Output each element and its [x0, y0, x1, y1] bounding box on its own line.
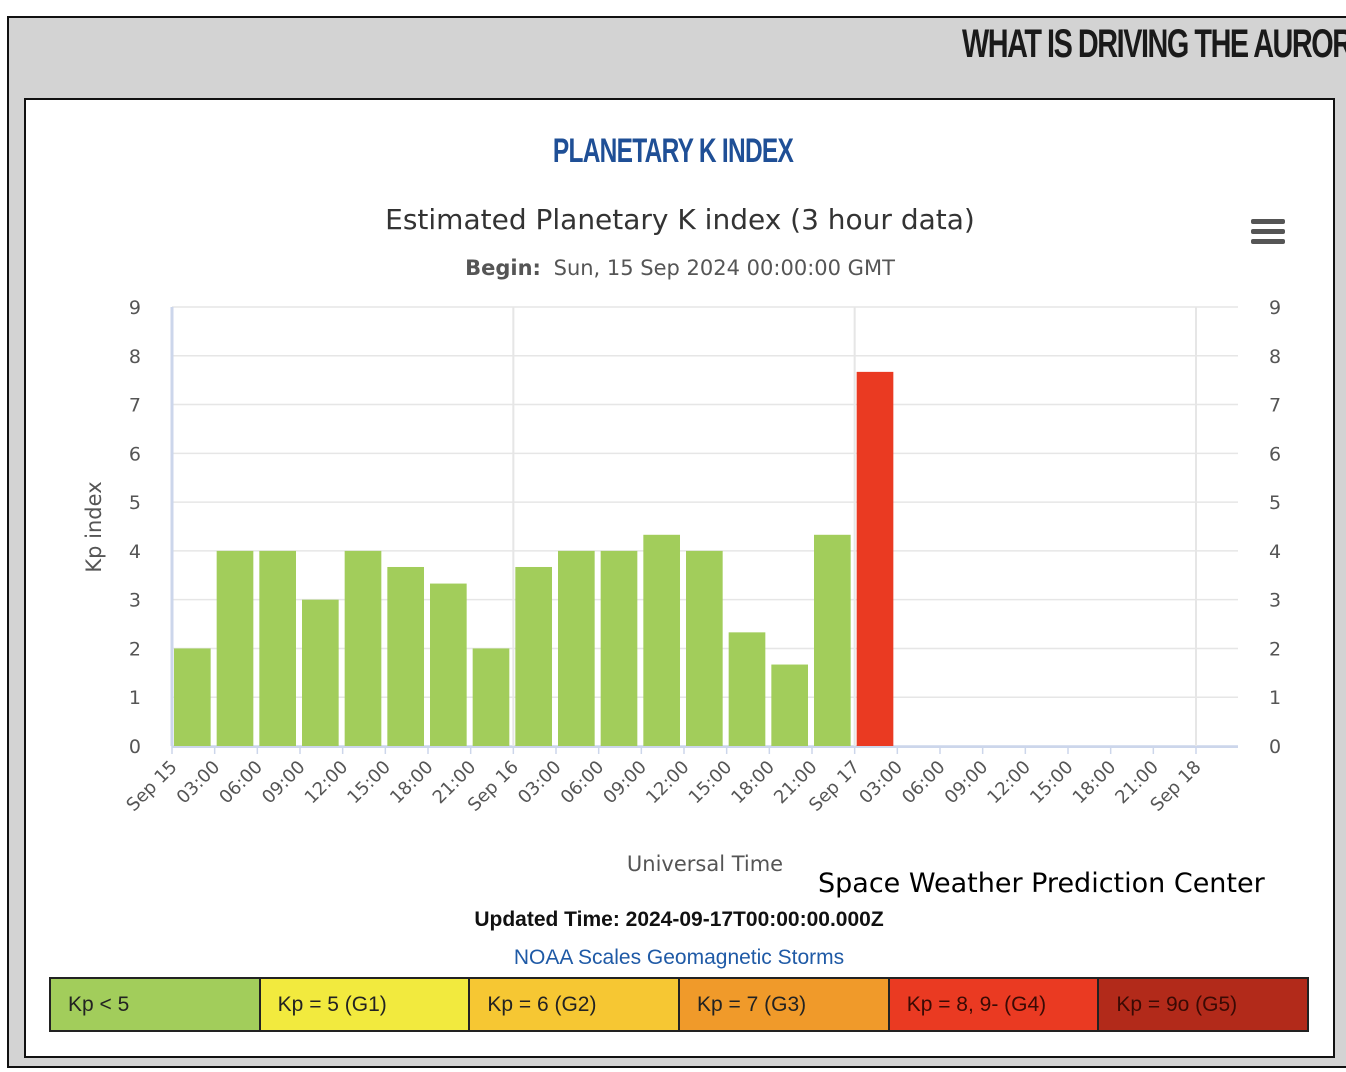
- x-tick-label: 06:00: [557, 757, 609, 809]
- x-tick-label: 15:00: [685, 757, 737, 809]
- x-tick-label: 09:00: [258, 757, 310, 809]
- kp-bar: [515, 566, 552, 746]
- legend-cell: Kp = 9o (G5): [1099, 979, 1308, 1030]
- x-tick-label: 06:00: [215, 757, 267, 809]
- y-tick-label-left: 2: [129, 638, 141, 660]
- panel-title: PLANETARY K INDEX: [552, 132, 794, 170]
- credit-text: Space Weather Prediction Center: [818, 868, 1265, 899]
- y-tick-label-right: 2: [1269, 638, 1281, 660]
- x-tick-label: 12:00: [983, 757, 1035, 809]
- legend-cell: Kp = 5 (G1): [260, 979, 471, 1030]
- legend-cell: Kp = 7 (G3): [680, 979, 890, 1030]
- x-tick-label: 03:00: [173, 757, 225, 809]
- chart-title: Estimated Planetary K index (3 hour data…: [385, 203, 975, 236]
- y-axis-title: Kp index: [82, 481, 106, 572]
- kp-bar: [728, 632, 766, 746]
- noaa-scales-link[interactable]: NOAA Scales Geomagnetic Storms: [513, 946, 845, 969]
- subtitle-label: Begin:: [465, 256, 541, 280]
- x-tick-label: 18:00: [386, 757, 438, 809]
- x-tick-label: 18:00: [1069, 757, 1121, 809]
- kp-bar: [302, 599, 339, 746]
- kp-bar: [174, 648, 211, 746]
- x-tick-label: 03:00: [514, 757, 566, 809]
- x-tick-label: 15:00: [1026, 757, 1078, 809]
- legend-cell: Kp = 8, 9- (G4): [889, 979, 1100, 1030]
- y-tick-label-left: 9: [129, 297, 141, 319]
- kp-bar: [643, 534, 680, 746]
- x-tick-label: 12:00: [642, 757, 694, 809]
- kp-bar: [558, 550, 595, 746]
- hamburger-menu-icon[interactable]: [1251, 219, 1285, 244]
- y-tick-label-left: 6: [129, 443, 141, 465]
- y-tick-label-left: 4: [129, 541, 141, 563]
- y-tick-label-left: 7: [129, 395, 141, 417]
- y-axis-left: 0 1 2 3 4 5 6 7 8 9: [129, 297, 141, 758]
- storm-scale-legend: Kp < 5 Kp = 5 (G1) Kp = 6 (G2) Kp = 7 (G3) K…: [49, 977, 1309, 1032]
- y-tick-label-right: 8: [1269, 346, 1281, 368]
- kp-bar: [387, 566, 424, 746]
- x-tick-label: 03:00: [855, 757, 907, 809]
- y-tick-label-left: 1: [129, 687, 141, 709]
- kp-bar: [771, 664, 808, 746]
- kp-bar: [344, 550, 382, 746]
- x-tick-label: 06:00: [898, 757, 950, 809]
- kp-bar: [472, 648, 510, 746]
- y-tick-label-left: 8: [129, 346, 141, 368]
- y-tick-label-right: 7: [1269, 395, 1281, 417]
- y-tick-label-right: 5: [1269, 492, 1281, 514]
- updated-time: Updated Time: 2024-09-17T00:00:00.000Z: [474, 908, 884, 931]
- y-tick-label-left: 0: [129, 736, 141, 758]
- y-tick-label-left: 5: [129, 492, 141, 514]
- chart-subtitle: Begin: Sun, 15 Sep 2024 00:00:00 GMT: [465, 256, 895, 280]
- y-tick-label-right: 3: [1269, 590, 1281, 612]
- legend-cell: Kp < 5: [51, 979, 261, 1030]
- y-tick-label-right: 0: [1269, 736, 1281, 758]
- x-tick-label: 09:00: [941, 757, 993, 809]
- y-tick-label-left: 3: [129, 590, 141, 612]
- kp-bar: [814, 534, 851, 746]
- x-tick-label: 18:00: [727, 757, 779, 809]
- banner-title: WHAT IS DRIVING THE AURORA: [962, 22, 1346, 66]
- y-tick-label-right: 9: [1269, 297, 1281, 319]
- x-axis: Sep 1503:0006:0009:0012:0015:0018:0021:0…: [122, 746, 1238, 816]
- y-tick-label-right: 6: [1269, 443, 1281, 465]
- kp-bar: [856, 371, 894, 746]
- x-tick-label: 12:00: [301, 757, 353, 809]
- subtitle-value: Sun, 15 Sep 2024 00:00:00 GMT: [554, 256, 895, 280]
- kp-bar: [216, 550, 254, 746]
- x-axis-title: Universal Time: [627, 852, 783, 876]
- chart-bars: [174, 371, 894, 746]
- y-tick-label-right: 4: [1269, 541, 1281, 563]
- kp-bar: [259, 550, 296, 746]
- kp-bar: [430, 583, 467, 746]
- x-tick-label: Sep 15: [122, 757, 181, 816]
- x-tick-label: 15:00: [343, 757, 395, 809]
- kp-bar: [600, 550, 638, 746]
- x-tick-label: 09:00: [599, 757, 651, 809]
- legend-cell: Kp = 6 (G2): [470, 979, 681, 1030]
- kp-bar: [686, 550, 723, 746]
- y-tick-label-right: 1: [1269, 687, 1281, 709]
- y-axis-right: 0 1 2 3 4 5 6 7 8 9: [1269, 297, 1281, 758]
